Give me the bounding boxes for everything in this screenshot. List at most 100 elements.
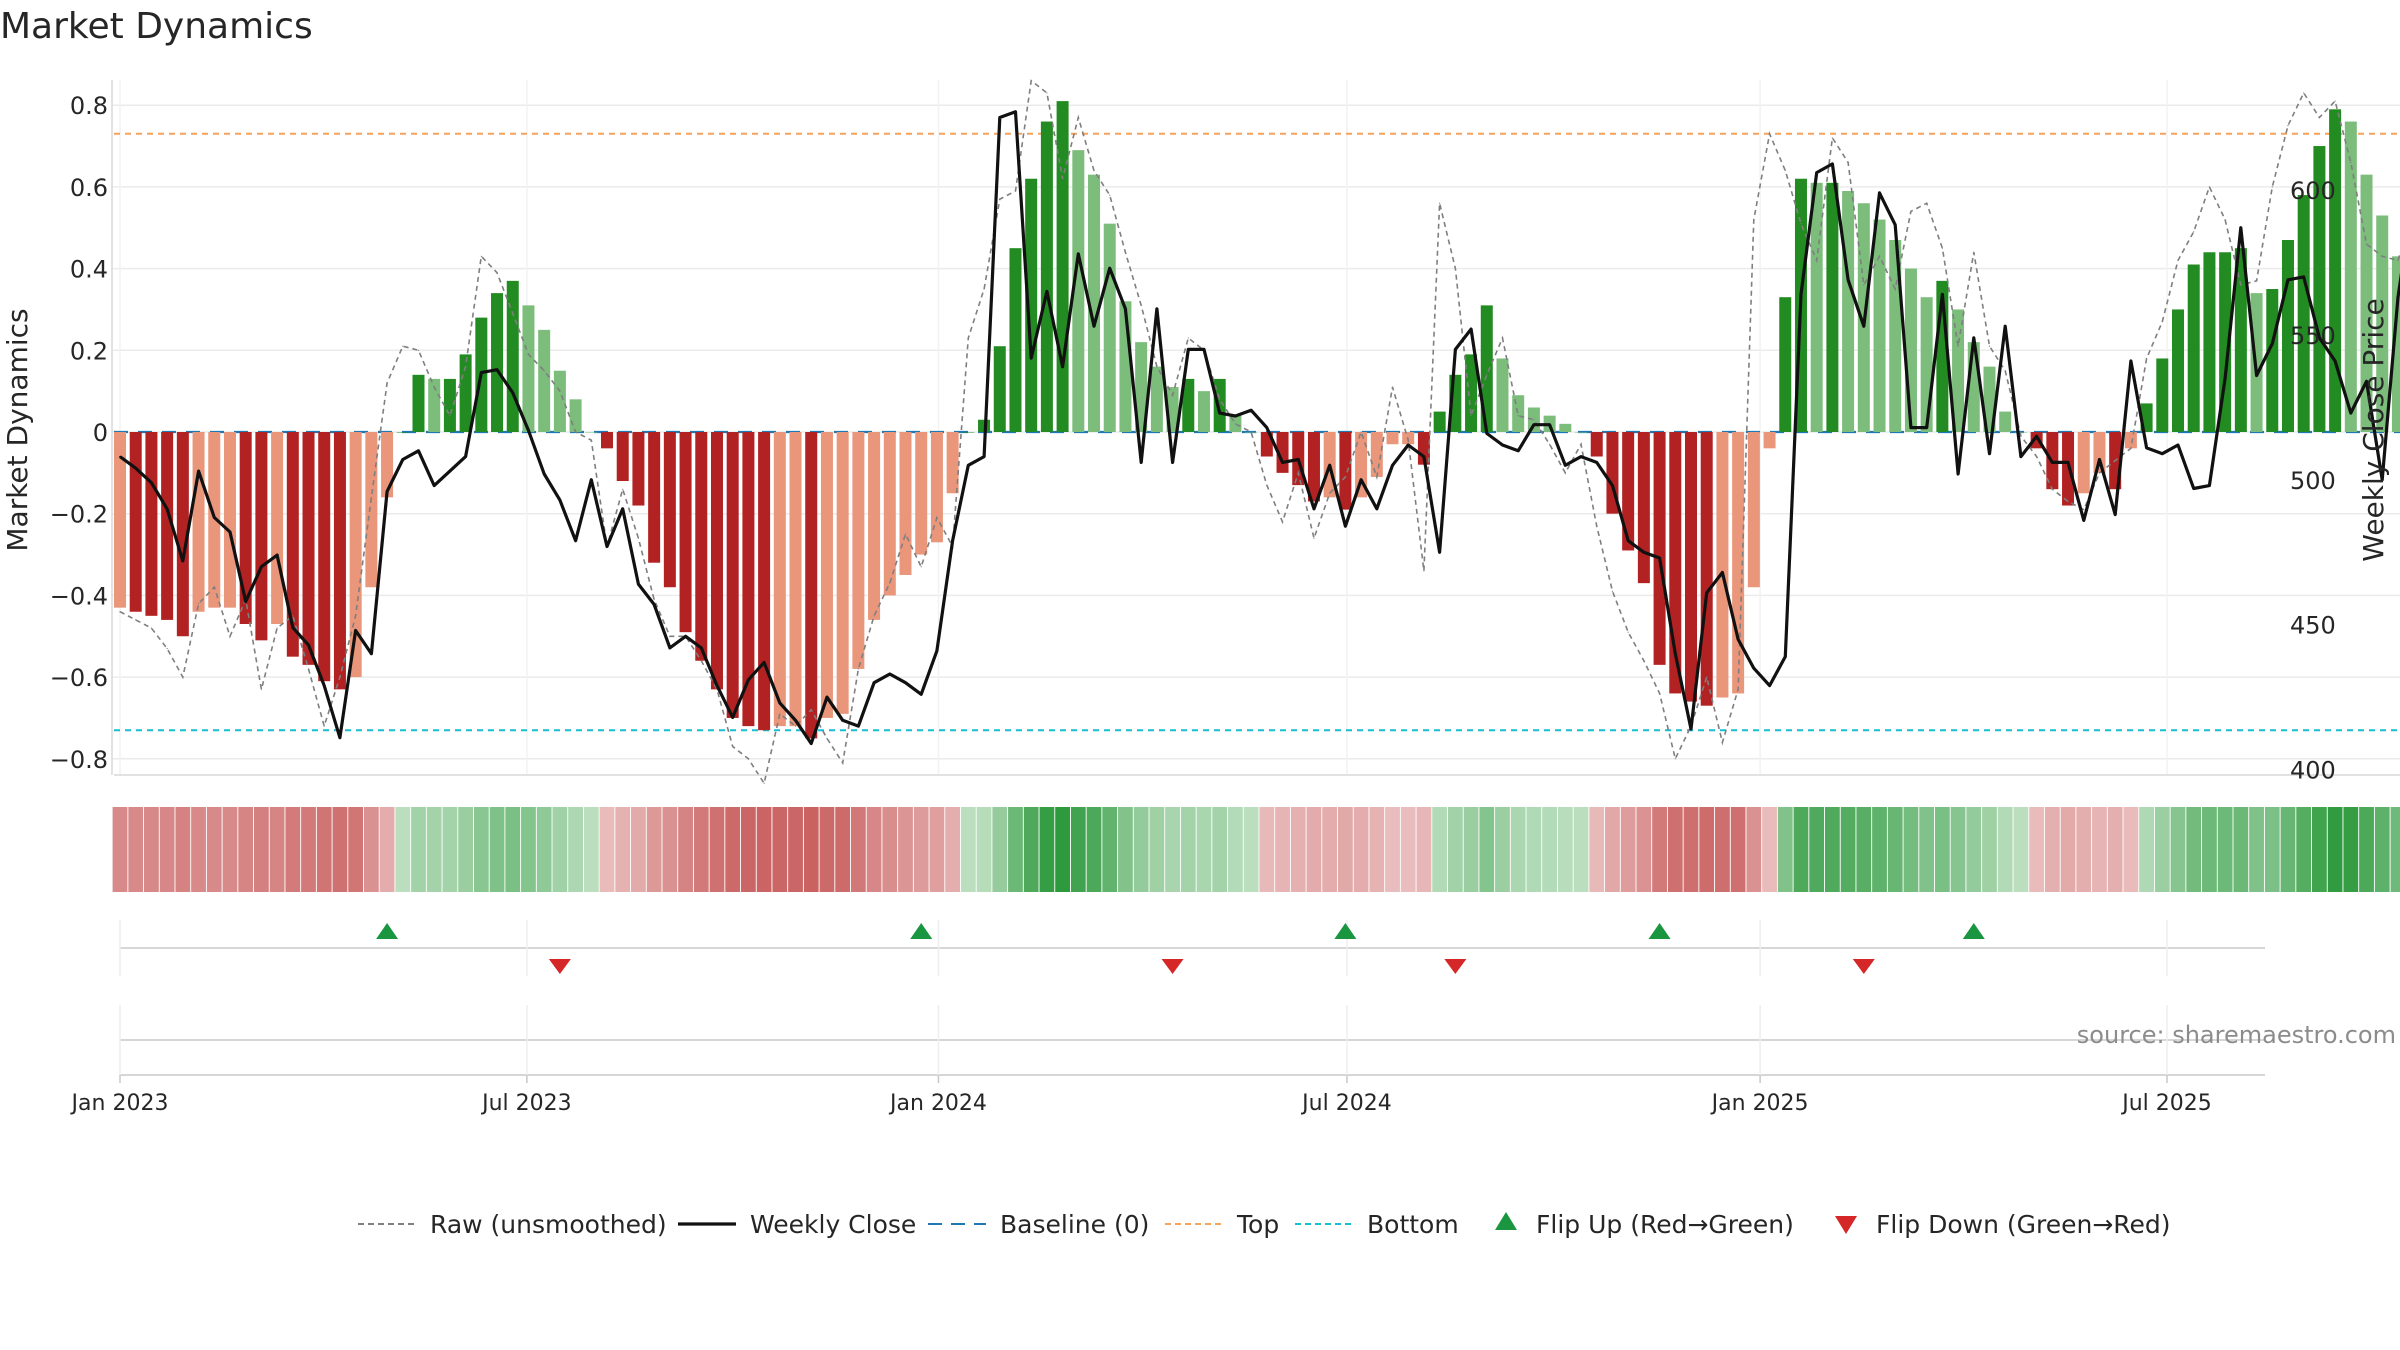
- regime-cell: [2123, 807, 2139, 892]
- raw-point: [1014, 190, 1017, 192]
- raw-point: [1486, 374, 1488, 376]
- bar: [239, 432, 252, 624]
- raw-point: [1753, 218, 1755, 221]
- bar: [302, 432, 315, 665]
- raw-point: [449, 415, 451, 417]
- regime-cell: [992, 807, 1008, 892]
- y-tick-label-left: −0.6: [50, 664, 108, 692]
- bar: [271, 432, 284, 624]
- regime-cell: [693, 807, 709, 892]
- regime-cell: [285, 807, 301, 892]
- regime-cell: [128, 807, 144, 892]
- raw-point: [1171, 394, 1174, 396]
- bar: [1575, 432, 1588, 433]
- raw-series: [119, 79, 2400, 786]
- regime-cell: [741, 807, 756, 892]
- weekly-close-point: [197, 470, 200, 472]
- regime-cell: [1824, 807, 1840, 892]
- y-axis-label-right: Weekly Close Price: [2357, 298, 2390, 561]
- source-label: source: sharemaestro.com: [2077, 1021, 2396, 1049]
- raw-point: [1187, 337, 1189, 339]
- regime-cell: [1730, 807, 1746, 892]
- flip-down-marker: [548, 959, 571, 974]
- raw-point: [1313, 537, 1315, 539]
- weekly-close-point: [1548, 423, 1551, 426]
- bar: [1826, 182, 1839, 432]
- raw-point: [166, 647, 168, 650]
- regime-cell: [316, 807, 332, 892]
- regime-cell: [2092, 807, 2107, 892]
- weekly-close-point: [2051, 461, 2054, 464]
- bar: [2093, 432, 2106, 473]
- regime-cell: [521, 807, 536, 892]
- regime-cell: [442, 807, 458, 892]
- weekly-close-point: [260, 565, 263, 568]
- weekly-close-point: [1407, 444, 1410, 446]
- regime-cell: [1636, 807, 1652, 892]
- bar: [663, 432, 676, 588]
- raw-point: [323, 725, 325, 727]
- regime-cell: [1432, 807, 1448, 892]
- weekly-close-point: [2067, 461, 2069, 464]
- raw-point: [1077, 116, 1079, 119]
- raw-point: [480, 255, 482, 257]
- raw-point: [2130, 447, 2132, 449]
- legend-item: Top: [1165, 1210, 1279, 1239]
- y-tick-label-left: 0: [93, 419, 108, 447]
- bar: [569, 399, 582, 432]
- regime-cell: [1542, 807, 1558, 892]
- regime-cell: [2327, 807, 2343, 892]
- bar: [993, 346, 1006, 432]
- raw-point: [2020, 435, 2022, 437]
- raw-point: [307, 668, 310, 670]
- weekly-close-point: [511, 392, 514, 394]
- raw-point: [747, 758, 750, 760]
- weekly-close-point: [2192, 487, 2195, 490]
- x-tick-label: Jul 2025: [2120, 1091, 2212, 1116]
- raw-point: [1580, 443, 1582, 445]
- weekly-close-point: [621, 507, 624, 510]
- bar: [1559, 423, 1572, 432]
- weekly-close-point: [182, 560, 184, 562]
- raw-point: [1329, 492, 1331, 494]
- regime-cell: [1400, 807, 1416, 892]
- weekly-close-point: [1690, 728, 1692, 730]
- bar: [1465, 354, 1478, 432]
- bar: [758, 432, 771, 731]
- regime-cell: [1463, 807, 1479, 892]
- regime-cell: [662, 807, 678, 892]
- regime-cell: [473, 807, 489, 892]
- regime-cell: [866, 807, 882, 892]
- raw-point: [2287, 125, 2289, 127]
- raw-point: [1109, 194, 1111, 196]
- raw-point: [2145, 357, 2148, 360]
- x-tick-label: Jan 2023: [70, 1091, 169, 1116]
- weekly-close-point: [276, 554, 278, 556]
- bar: [443, 378, 456, 432]
- y-tick-label-left: 0.6: [70, 174, 108, 202]
- regime-cell: [2296, 807, 2312, 892]
- raw-point: [920, 566, 922, 568]
- legend-item: Flip Down (Green→Red): [1835, 1210, 2171, 1239]
- bar: [695, 432, 708, 661]
- regime-cell: [1762, 807, 1777, 892]
- raw-point: [1910, 210, 1912, 213]
- weekly-close-point: [1344, 525, 1347, 527]
- weekly-close-point: [2114, 513, 2116, 516]
- bar: [192, 432, 205, 612]
- weekly-close-point: [1705, 592, 1708, 594]
- weekly-close-point: [967, 464, 970, 467]
- bar: [852, 432, 865, 669]
- x-tick-label: Jan 2024: [888, 1091, 987, 1116]
- regime-cell: [1039, 807, 1055, 892]
- x-axis-ticks: Jan 2023 Jul 2023 Jan 2024 Jul 2024 Jan 2025…: [70, 1075, 2212, 1116]
- regime-cell: [819, 807, 835, 892]
- bar: [412, 374, 425, 432]
- x-tick-label: Jul 2023: [480, 1091, 572, 1116]
- regime-cell: [253, 807, 269, 892]
- bar: [318, 432, 331, 682]
- raw-point: [1596, 525, 1598, 527]
- weekly-close-point: [1485, 432, 1488, 435]
- weekly-close-point: [2161, 452, 2164, 455]
- legend-label: Flip Down (Green→Red): [1876, 1210, 2171, 1239]
